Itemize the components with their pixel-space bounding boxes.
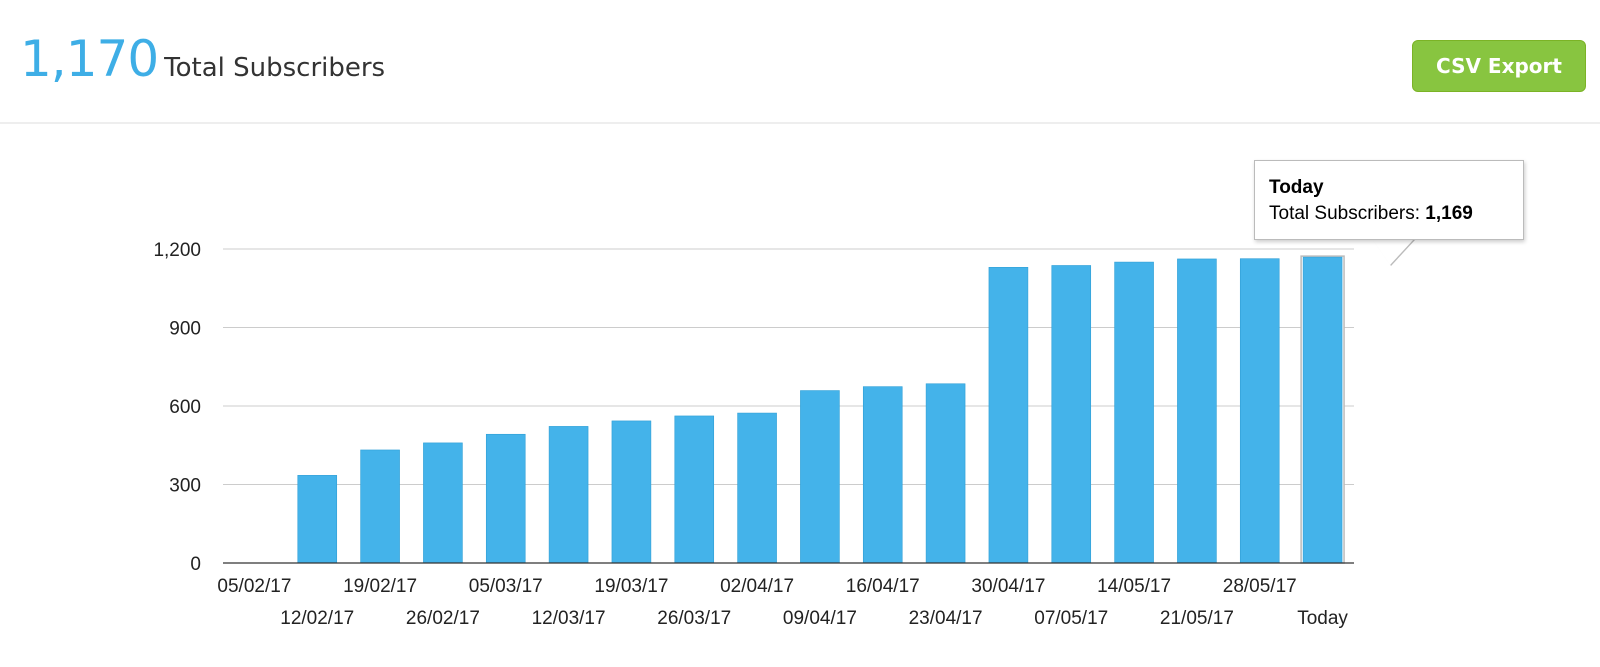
x-tick-label: 21/05/17	[1160, 608, 1234, 629]
x-tick-label: 30/04/17	[971, 576, 1045, 597]
bar	[737, 412, 777, 564]
bar	[548, 426, 589, 564]
bar	[862, 386, 903, 564]
tooltip-label: Total Subscribers:	[1269, 203, 1421, 224]
bar	[1302, 256, 1343, 564]
csv-export-button[interactable]: CSV Export	[1412, 40, 1586, 92]
x-tick-label: 19/03/17	[594, 576, 668, 597]
bar	[925, 383, 966, 564]
tooltip-pointer	[1372, 239, 1414, 265]
subscriber-count: 1,170	[20, 30, 159, 88]
bar	[1239, 258, 1280, 564]
bar	[611, 420, 652, 564]
x-tick-label: 12/02/17	[280, 608, 354, 629]
bar	[1114, 261, 1154, 564]
subscribers-chart: 0 300 600 900 1,200 05/02/17 12/02/17 19/02/17 2…	[0, 124, 1600, 667]
tooltip-title: Today	[1269, 177, 1324, 198]
subscriber-summary: 1,170 Total Subscribers	[20, 30, 385, 88]
x-tick-label: 14/05/17	[1097, 576, 1171, 597]
chart-tooltip: Today Total Subscribers: 1,169	[1254, 160, 1524, 240]
bar	[423, 442, 463, 564]
bar	[1177, 258, 1217, 564]
bar	[485, 433, 526, 564]
x-tick-label: 12/03/17	[532, 608, 606, 629]
x-tick-label: 26/03/17	[657, 608, 731, 629]
x-tick-label: 09/04/17	[783, 608, 857, 629]
y-tick-label: 900	[169, 319, 201, 340]
x-tick-label: 07/05/17	[1034, 608, 1108, 629]
x-tick-label: 16/04/17	[846, 576, 920, 597]
x-tick-label: 05/03/17	[469, 576, 543, 597]
x-tick-label: 26/02/17	[406, 608, 480, 629]
x-tick-label: 28/05/17	[1223, 576, 1297, 597]
x-tick-label: 05/02/17	[217, 576, 291, 597]
bar	[988, 267, 1029, 564]
x-tick-label: Today	[1297, 608, 1348, 629]
header: 1,170 Total Subscribers CSV Export	[0, 0, 1600, 124]
bar	[297, 475, 338, 564]
subscriber-count-label: Total Subscribers	[164, 53, 386, 83]
y-tick-label: 600	[169, 397, 201, 418]
bar	[674, 415, 715, 564]
y-tick-label: 1,200	[153, 240, 201, 261]
y-tick-label: 300	[169, 476, 201, 497]
x-tick-label: 19/02/17	[343, 576, 417, 597]
x-tick-label: 23/04/17	[909, 608, 983, 629]
y-tick-label: 0	[190, 554, 201, 575]
x-tick-label: 02/04/17	[720, 576, 794, 597]
bar	[800, 390, 840, 564]
bar	[1051, 265, 1092, 564]
tooltip-value: 1,169	[1425, 203, 1473, 224]
subscribers-bar-chart: 0 300 600 900 1,200 05/02/17 12/02/17 19/02/17 2…	[153, 240, 1354, 629]
bar	[360, 449, 400, 564]
